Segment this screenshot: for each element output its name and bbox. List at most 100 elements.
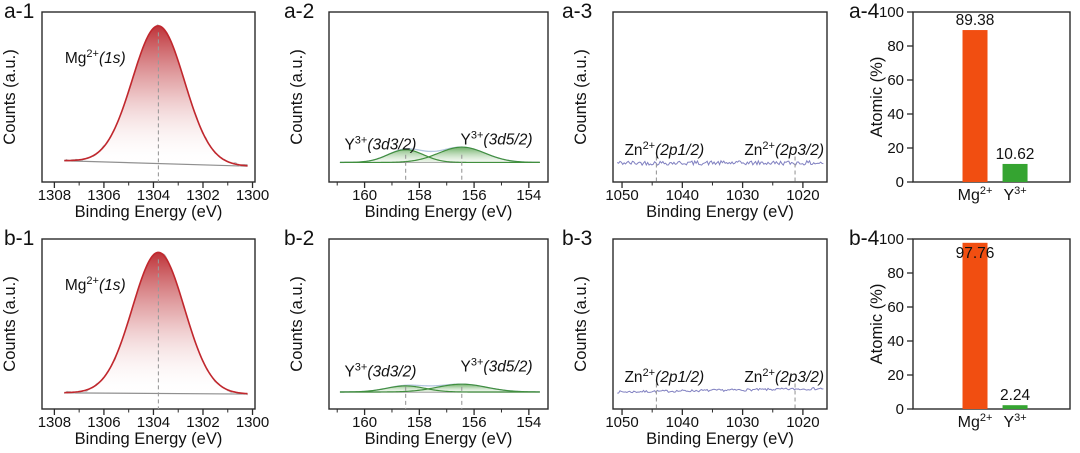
species-annotation: Zn2+(2p1/2): [624, 367, 704, 386]
bar-category-label: Mg2+: [958, 185, 993, 204]
y-axis-label: Counts (a.u.): [572, 49, 590, 144]
x-tick-label: 156: [462, 187, 487, 204]
bar-value-label: 97.76: [956, 245, 995, 262]
plot-box: [41, 11, 256, 183]
bar-mg: [962, 242, 988, 409]
bar-value-label: 2.24: [1000, 387, 1031, 404]
panel-label-a-3: a-3: [562, 0, 593, 23]
x-axis-label: Binding Energy (eV): [75, 203, 223, 221]
plot-box: [912, 238, 1071, 410]
x-tick-label: 1040: [666, 414, 699, 431]
x-tick-label: 1020: [786, 414, 819, 431]
x-tick-label: 1304: [137, 414, 170, 431]
fit-curve: [339, 383, 540, 393]
panel-a-1: a-1 1308 1306 1304 1302 1300 Binding Energy (…: [0, 0, 272, 226]
plot-box: [328, 11, 549, 183]
noise-signal-line: [616, 159, 824, 167]
x-tick-label: 1302: [186, 187, 219, 204]
panel-a-4: a-4 0 20 40 60 80 100 Atomic (%) 89.38 Mg2+ 10.62…: [843, 0, 1080, 226]
panel-label-b-4: b-4: [849, 227, 880, 250]
x-tick-label: 154: [516, 414, 541, 431]
y-tick-label: 60: [887, 72, 904, 89]
y-tick-label: 100: [879, 4, 904, 21]
x-tick-label: 156: [462, 414, 487, 431]
x-axis-label: Binding Energy (eV): [75, 430, 223, 448]
fit-curve: [339, 146, 540, 164]
x-tick-label: 1304: [137, 187, 170, 204]
bar-y: [1002, 405, 1028, 409]
x-tick-label: 1308: [38, 187, 71, 204]
x-tick-label: 1308: [38, 414, 71, 431]
species-annotation: Zn2+(2p1/2): [624, 140, 704, 159]
panel-label-a-4: a-4: [849, 0, 880, 23]
y-axis-label: Counts (a.u.): [1, 49, 19, 144]
y-axis-label: Atomic (%): [868, 57, 886, 138]
species-annotation: Y3+(3d3/2): [344, 135, 416, 154]
bar-value-label: 10.62: [996, 146, 1035, 163]
y-axis-label: Counts (a.u.): [288, 49, 306, 144]
y-tick-label: 20: [887, 140, 904, 157]
fit-curve: [64, 251, 248, 395]
panel-label-a-1: a-1: [4, 0, 35, 23]
x-tick-label: 1306: [87, 187, 120, 204]
peak-fill: [339, 147, 540, 163]
x-axis-label: Binding Energy (eV): [646, 430, 794, 448]
fit-curve: [339, 385, 540, 393]
x-tick-label: 1030: [726, 414, 759, 431]
x-axis-label: Binding Energy (eV): [365, 203, 513, 221]
bar-mg: [962, 30, 988, 182]
y-axis-label: Atomic (%): [868, 284, 886, 365]
x-tick-label: 160: [352, 187, 377, 204]
x-axis-label: Binding Energy (eV): [646, 203, 794, 221]
plot-atomic-bar-b: 0 20 40 60 80 100 Atomic (%) 97.76 Mg2+ 2.24 Y3+: [868, 231, 1071, 431]
y-tick-label: 40: [887, 106, 904, 123]
baseline: [64, 160, 248, 167]
y-tick-label: 0: [896, 401, 904, 418]
panel-b-3: b-3 1050 1040 1030 1020 Binding Energy (eV) C…: [550, 227, 843, 453]
x-tick-label: 1306: [87, 414, 120, 431]
plot-box: [328, 238, 549, 410]
species-annotation: Mg2+(1s): [65, 275, 126, 294]
x-tick-label: 1030: [726, 187, 759, 204]
y-axis-label: Counts (a.u.): [572, 276, 590, 371]
bar-category-label: Y3+: [1003, 185, 1026, 204]
plot-mg-spectrum-a: 1308 1306 1304 1302 1300 Binding Energy (eV) C…: [1, 11, 269, 221]
fit-curve: [339, 149, 540, 164]
panel-a-2: a-2 160 158 156 154 Binding Energy (eV) Count…: [272, 0, 550, 226]
y-tick-label: 80: [887, 38, 904, 55]
panel-b-1: b-1 1308 1306 1304 1302 1300 Binding Energy (…: [0, 227, 272, 453]
plot-box: [612, 238, 828, 410]
y-tick-label: 100: [879, 231, 904, 248]
plot-box: [41, 238, 256, 410]
peak-fill: [339, 149, 540, 163]
y-tick-label: 0: [896, 174, 904, 191]
x-tick-label: 1050: [605, 414, 638, 431]
x-tick-label: 160: [352, 414, 377, 431]
peak-fill: [64, 252, 248, 394]
y-tick-label: 60: [887, 299, 904, 316]
x-tick-label: 154: [516, 187, 541, 204]
bar-y: [1002, 163, 1028, 182]
species-annotation: Zn2+(2p3/2): [744, 140, 824, 159]
x-tick-label: 1302: [186, 414, 219, 431]
y-tick-label: 80: [887, 265, 904, 282]
x-axis-label: Binding Energy (eV): [365, 430, 513, 448]
y-axis-label: Counts (a.u.): [288, 276, 306, 371]
species-annotation: Mg2+(1s): [65, 48, 126, 67]
peak-fill: [64, 25, 248, 166]
plot-mg-spectrum-b: 1308 1306 1304 1302 1300 Binding Energy (eV) C…: [1, 238, 269, 448]
bar-value-label: 89.38: [956, 12, 995, 29]
bar-category-label: Mg2+: [958, 412, 993, 431]
species-annotation: Y3+(3d5/2): [461, 130, 533, 149]
fit-curve: [64, 25, 248, 167]
x-tick-label: 1020: [786, 187, 819, 204]
species-annotation: Y3+(3d3/2): [344, 362, 416, 381]
species-annotation: Y3+(3d5/2): [461, 357, 533, 376]
panel-a-3: a-3 1050 1040 1030 1020 Binding Energy (eV) C…: [550, 0, 843, 226]
panel-label-a-2: a-2: [284, 0, 315, 23]
